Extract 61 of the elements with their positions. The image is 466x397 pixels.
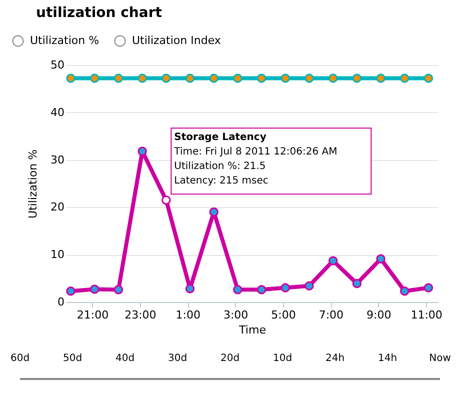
y-tick-label: 20 <box>50 200 64 214</box>
point <box>66 286 76 296</box>
x-tick-label: 1:00 <box>176 308 200 322</box>
x-tick-label: 5:00 <box>271 308 296 322</box>
y-tick-label: 0 <box>58 296 64 308</box>
point <box>209 207 218 217</box>
point <box>424 74 434 83</box>
point <box>376 74 386 83</box>
point <box>185 284 195 294</box>
point <box>66 74 76 83</box>
y-tick-label: 30 <box>50 153 64 166</box>
x-tick-label: 23:00 <box>124 308 156 322</box>
y-tick-label: 40 <box>50 106 64 119</box>
text: 14h <box>378 353 398 364</box>
annotation: Storage Latency Time: Fri Jul 8 2011 12:06:26 AM Utilization %: 21.5 Latency: 215 msec <box>173 132 338 187</box>
point <box>424 283 434 292</box>
point <box>114 285 124 294</box>
point <box>256 285 266 294</box>
point <box>185 74 195 83</box>
point <box>280 74 290 83</box>
point <box>328 74 338 83</box>
point <box>209 74 218 83</box>
point <box>114 74 124 83</box>
x-tick-label: 11:00 <box>410 308 442 322</box>
text: 24h <box>325 353 345 364</box>
y-axis-title: Utilization % <box>26 149 40 219</box>
chart-title: utilization chart <box>36 5 162 21</box>
point <box>138 146 147 156</box>
point <box>233 285 242 294</box>
point <box>328 256 338 266</box>
point <box>400 286 410 296</box>
x-tick-label: 3:00 <box>223 308 248 322</box>
x-tick-label: 7:00 <box>318 308 344 322</box>
point <box>352 278 362 288</box>
point <box>400 74 410 83</box>
x-axis-title: Time <box>238 324 266 336</box>
point <box>162 74 171 83</box>
text: 20d <box>220 353 240 364</box>
text: 30d <box>168 353 188 364</box>
text: Utilization Index <box>132 34 222 47</box>
text: 10d <box>272 353 292 364</box>
point <box>304 74 314 83</box>
point <box>352 74 362 83</box>
x-tick-label: 9:00 <box>366 308 392 322</box>
point <box>256 74 266 83</box>
y-tick-label: 50 <box>50 58 64 72</box>
text: Now <box>429 353 451 364</box>
point <box>162 195 171 205</box>
point <box>233 74 242 83</box>
x-tick-label: 21:00 <box>76 308 109 322</box>
text: Utilization % <box>30 34 100 47</box>
text: 40d <box>115 353 135 364</box>
text: 60d <box>10 353 30 364</box>
point <box>90 284 100 294</box>
text: 50d <box>62 353 82 364</box>
point <box>90 74 100 83</box>
y-tick-label: 10 <box>50 248 64 262</box>
point <box>280 283 290 292</box>
point <box>376 254 386 264</box>
point <box>304 281 314 290</box>
point <box>138 74 147 83</box>
